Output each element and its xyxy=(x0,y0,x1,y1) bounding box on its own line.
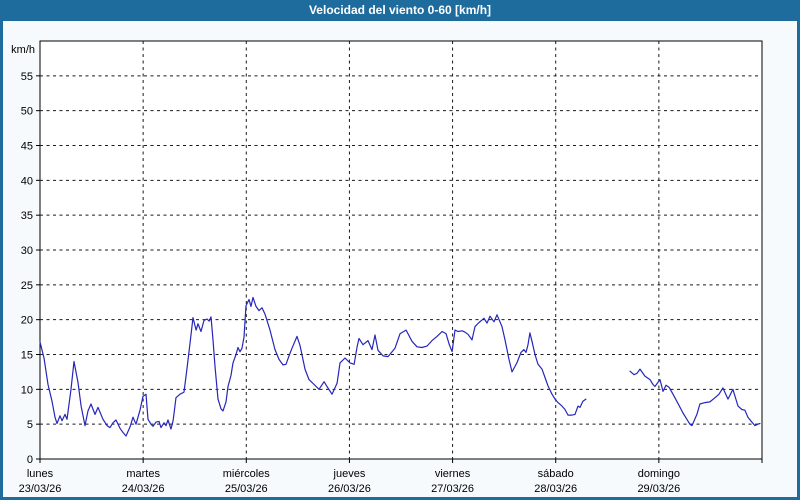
svg-text:0: 0 xyxy=(27,454,33,466)
svg-text:28/03/26: 28/03/26 xyxy=(534,483,577,495)
svg-text:5: 5 xyxy=(27,419,33,431)
svg-text:domingo: domingo xyxy=(638,468,680,480)
x-gridlines xyxy=(142,41,660,459)
svg-text:45: 45 xyxy=(21,141,33,153)
wind-speed-line xyxy=(39,296,761,437)
svg-text:35: 35 xyxy=(21,210,33,222)
svg-text:55: 55 xyxy=(21,71,33,83)
x-axis-labels: lunes 23/03/26 martes 24/03/26 miércoles 25/0… xyxy=(19,468,681,495)
svg-text:15: 15 xyxy=(21,350,33,362)
svg-text:25: 25 xyxy=(21,280,33,292)
svg-text:24/03/26: 24/03/26 xyxy=(122,483,165,495)
svg-text:29/03/26: 29/03/26 xyxy=(637,483,680,495)
svg-text:27/03/26: 27/03/26 xyxy=(431,483,474,495)
plot-border xyxy=(39,40,763,460)
y-axis-labels: 0 5 10 15 20 25 30 35 40 45 50 55 xyxy=(21,71,33,466)
svg-text:40: 40 xyxy=(21,175,33,187)
svg-text:lunes: lunes xyxy=(27,468,54,480)
wind-speed-chart: 0 5 10 15 20 25 30 35 40 45 50 55 km/h lunes 23/03/26 m… xyxy=(11,40,763,495)
svg-text:30: 30 xyxy=(21,245,33,257)
svg-text:20: 20 xyxy=(21,315,33,327)
chart-area: 0 5 10 15 20 25 30 35 40 45 50 55 km/h lunes 23/03/26 m… xyxy=(3,21,797,497)
svg-text:25/03/26: 25/03/26 xyxy=(225,483,268,495)
svg-text:26/03/26: 26/03/26 xyxy=(328,483,371,495)
svg-text:martes: martes xyxy=(126,468,160,480)
chart-title: Velocidad del viento 0-60 [km/h] xyxy=(308,3,492,17)
title-bar: Velocidad del viento 0-60 [km/h] xyxy=(0,0,800,21)
svg-text:jueves: jueves xyxy=(333,468,366,480)
axis-ticks xyxy=(36,75,763,463)
svg-text:10: 10 xyxy=(21,384,33,396)
svg-text:viernes: viernes xyxy=(435,468,471,480)
svg-text:23/03/26: 23/03/26 xyxy=(19,483,62,495)
svg-text:sábado: sábado xyxy=(538,468,574,480)
y-axis-unit-label: km/h xyxy=(11,44,35,56)
svg-text:miércoles: miércoles xyxy=(223,468,271,480)
svg-text:50: 50 xyxy=(21,106,33,118)
